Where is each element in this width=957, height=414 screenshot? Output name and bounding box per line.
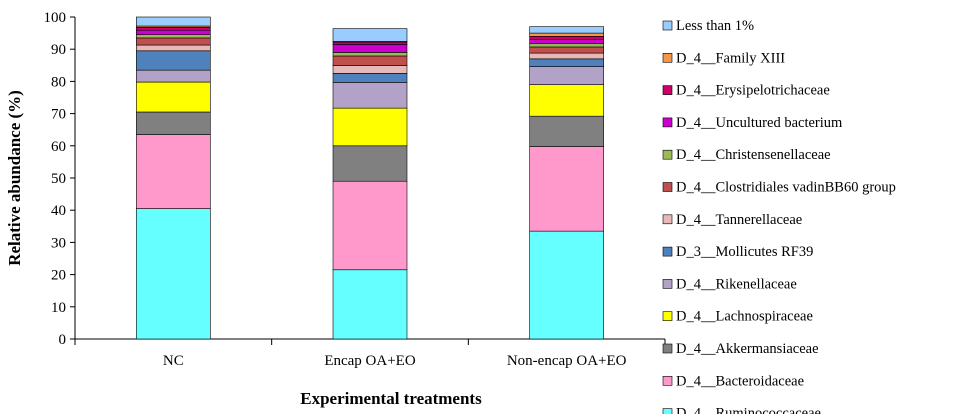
bar-segment — [529, 46, 604, 54]
y-tick-label: 40 — [51, 203, 66, 219]
legend-label: Less than 1% — [676, 18, 754, 34]
x-tick-label: Non-encap OA+EO — [507, 353, 627, 369]
y-axis-label: Relative abundance (%) — [5, 90, 24, 266]
legend-label: D_4__Lachnospiraceae — [676, 309, 813, 325]
bar-segment — [529, 66, 604, 85]
bar-segment — [136, 69, 211, 83]
bar-segment — [136, 16, 211, 27]
x-tick-label: Encap OA+EO — [324, 353, 416, 369]
legend-label: D_4__Clostridiales vadinBB60 group — [676, 180, 896, 196]
legend-swatch — [662, 279, 673, 289]
legend-label: D_4__Christensenellaceae — [676, 147, 831, 163]
legend-label: D_4__Ruminococcaceae — [676, 406, 821, 414]
y-tick-label: 30 — [51, 235, 66, 251]
bar-segment — [529, 115, 604, 147]
bar-segment — [332, 44, 408, 53]
bar-segment — [529, 146, 604, 232]
legend-swatch — [662, 182, 673, 192]
y-tick-label: 100 — [44, 10, 67, 26]
bar-segment — [332, 28, 408, 42]
bar-segment — [136, 208, 211, 340]
y-tick-label: 0 — [59, 332, 67, 348]
y-tick-label: 80 — [51, 74, 66, 90]
bar-segment — [529, 36, 604, 40]
bar-segment — [332, 145, 408, 182]
bar-segment — [332, 82, 408, 109]
y-tick-label: 10 — [51, 300, 66, 316]
legend-label: D_4__Erysipelotrichaceae — [676, 83, 830, 99]
bar-segment — [332, 55, 408, 66]
legend: Less than 1% D_4__Family XIII D_4__Erysipe… — [662, 18, 896, 414]
bar-segment — [332, 269, 408, 340]
legend-label: D_4__Akkermansiaceae — [676, 341, 819, 357]
bar-segment — [529, 39, 604, 45]
bar-segment — [136, 37, 211, 46]
bar-segment — [529, 32, 604, 37]
legend-swatch — [662, 408, 673, 414]
y-tick-label: 70 — [51, 107, 66, 123]
y-tick-label: 90 — [51, 42, 66, 58]
bar-segment — [136, 81, 211, 113]
legend-swatch — [662, 214, 673, 225]
bar-segment — [136, 134, 211, 209]
legend-swatch — [662, 52, 673, 63]
y-tick-label: 60 — [51, 139, 66, 155]
legend-label: D_4__Uncultured bacterium — [676, 115, 843, 131]
bar-segment — [529, 43, 604, 48]
bar-segment — [529, 58, 604, 67]
y-axis: 0 10 20 30 40 50 60 70 80 90 100 — [44, 10, 76, 348]
y-tick-label: 50 — [51, 171, 66, 187]
bar-segment — [136, 44, 211, 52]
legend-swatch — [662, 375, 673, 386]
y-tick-label: 20 — [51, 268, 66, 284]
legend-swatch — [662, 85, 673, 95]
legend-swatch — [662, 246, 673, 257]
legend-label: D_3__Mollicutes RF39 — [676, 244, 813, 260]
bar-segment — [136, 34, 211, 39]
legend-swatch — [662, 343, 673, 354]
bar-segment — [529, 230, 604, 340]
bar-segment — [529, 52, 604, 60]
x-axis-label: Experimental treatments — [300, 389, 482, 408]
x-axis: NC Encap OA+EO Non-encap OA+EO — [74, 338, 666, 369]
bar-segment — [332, 65, 408, 74]
legend-label: D_4__Tannerellaceae — [676, 212, 802, 228]
legend-swatch — [662, 149, 673, 160]
x-tick-label: NC — [163, 353, 184, 369]
bar-segment — [332, 41, 408, 45]
bar-segment — [529, 26, 604, 34]
bar-segment — [136, 27, 211, 31]
legend-label: D_4__Bacteroidaceae — [676, 373, 804, 389]
legend-swatch — [662, 117, 673, 128]
bar-segment — [136, 29, 211, 36]
bar-segment — [136, 111, 211, 135]
bar-segment — [529, 84, 604, 117]
legend-label: D_4__Rikenellaceae — [676, 276, 797, 292]
bar-segment — [332, 180, 408, 271]
legend-swatch — [662, 20, 673, 31]
bar-segment — [332, 52, 408, 57]
bar-segment — [136, 50, 211, 71]
bar-segment — [332, 73, 408, 83]
bars — [136, 16, 604, 340]
legend-swatch — [662, 311, 673, 322]
legend-label: D_4__Family XIII — [676, 50, 785, 66]
bar-segment — [332, 107, 408, 147]
